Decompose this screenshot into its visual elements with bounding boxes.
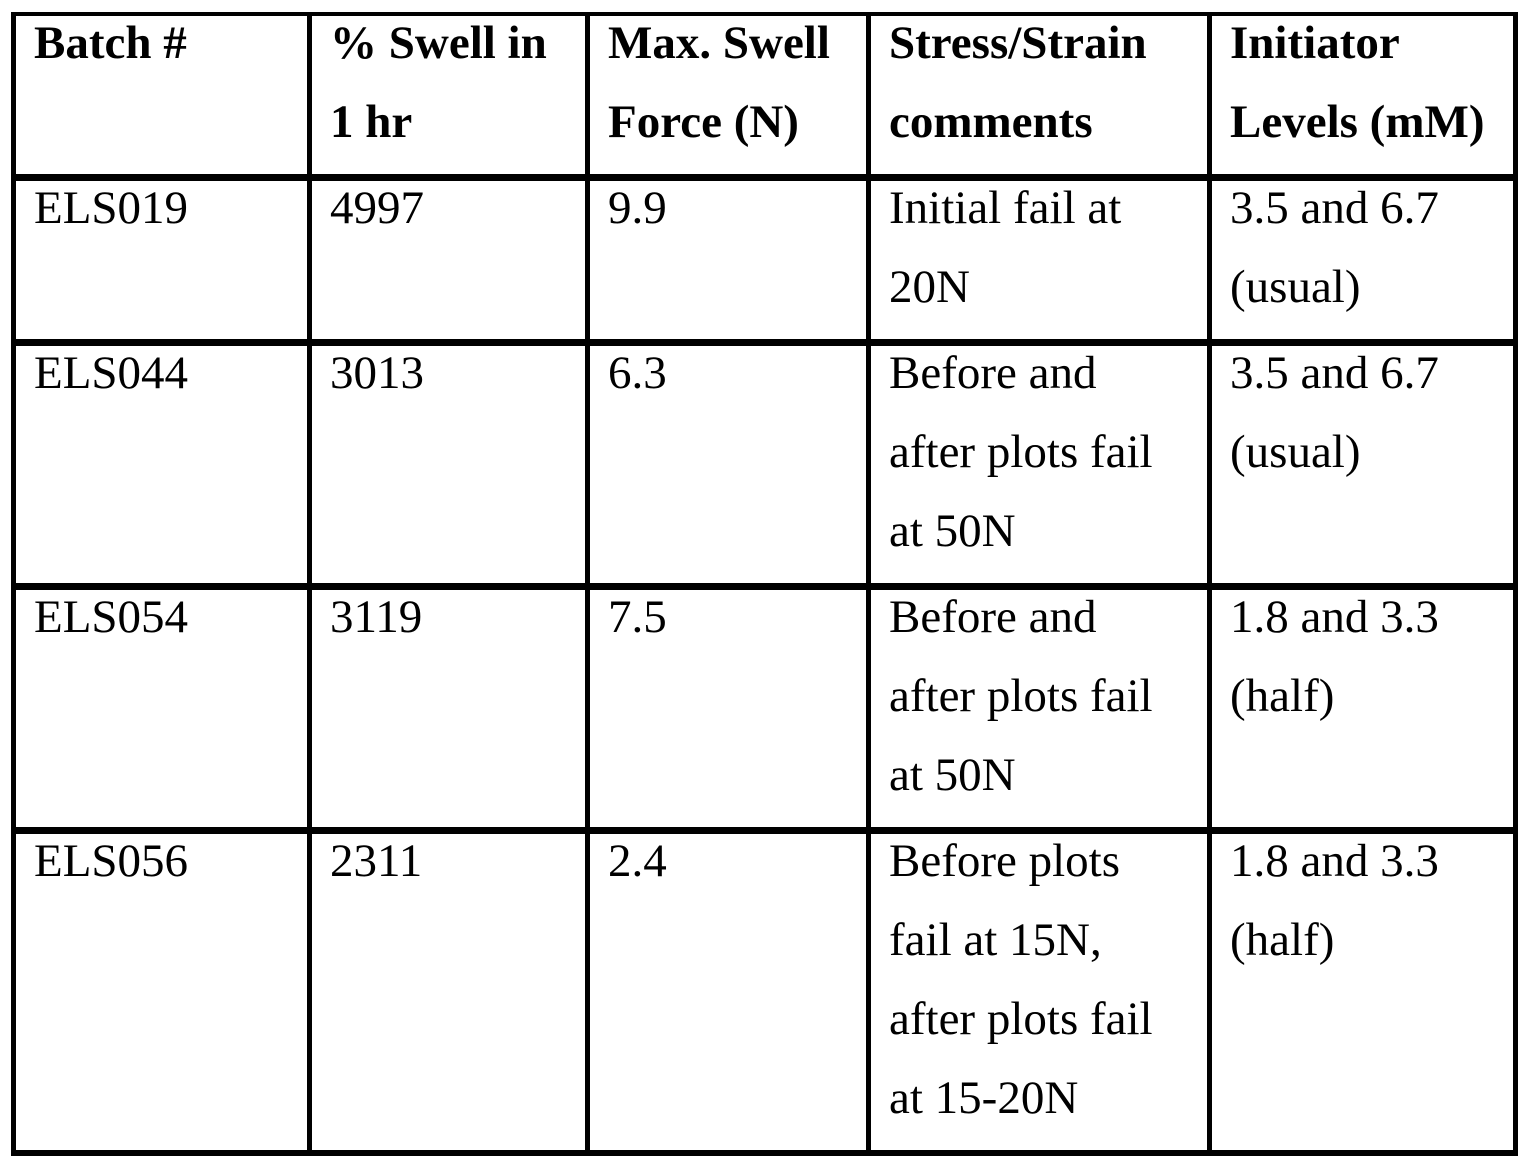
cell-batch: ELS054: [11, 586, 312, 834]
cell-text-comments: Before and after plots fail at 50N: [889, 347, 1153, 557]
cell-text-batch: ELS054: [34, 591, 189, 643]
cell-text-force: 6.3: [608, 347, 667, 399]
cell-batch: ELS044: [11, 342, 312, 590]
cell-comments: Before plots fail at 15N, after plots fa…: [866, 830, 1212, 1156]
cell-swell: 4997: [307, 177, 590, 346]
cell-text-batch: ELS044: [34, 347, 189, 399]
cell-initiator: 1.8 and 3.3 (half): [1207, 586, 1518, 834]
cell-comments: Initial fail at 20N: [866, 177, 1212, 346]
cell-force: 2.4: [585, 830, 871, 1156]
cell-text-initiator: 1.8 and 3.3 (half): [1230, 591, 1439, 722]
cell-text-force: 2.4: [608, 835, 667, 887]
cell-text-batch: ELS019: [34, 182, 189, 234]
cell-text-comments: Before and after plots fail at 50N: [889, 591, 1153, 801]
header-cell-force: Max. Swell Force (N): [585, 12, 871, 181]
cell-swell: 2311: [307, 830, 590, 1156]
header-row: Batch # % Swell in 1 hr Max. Swell Force…: [11, 12, 1518, 181]
cell-initiator: 3.5 and 6.7 (usual): [1207, 342, 1518, 590]
header-cell-swell: % Swell in 1 hr: [307, 12, 590, 181]
header-text-initiator: Initiator Levels (mM): [1230, 17, 1485, 148]
header-cell-batch: Batch #: [11, 12, 312, 181]
header-text-comments: Stress/Strain comments: [889, 17, 1147, 148]
cell-force: 7.5: [585, 586, 871, 834]
cell-comments: Before and after plots fail at 50N: [866, 586, 1212, 834]
cell-text-swell: 3119: [330, 591, 423, 643]
cell-initiator: 1.8 and 3.3 (half): [1207, 830, 1518, 1156]
header-cell-initiator: Initiator Levels (mM): [1207, 12, 1518, 181]
header-text-batch: Batch #: [34, 17, 187, 69]
cell-text-swell: 3013: [330, 347, 424, 399]
cell-initiator: 3.5 and 6.7 (usual): [1207, 177, 1518, 346]
header-text-swell: % Swell in 1 hr: [330, 17, 547, 148]
table-row: ELS019 4997 9.9 Initial fail at 20N 3.5 …: [11, 177, 1518, 346]
cell-text-swell: 2311: [330, 835, 423, 887]
cell-text-batch: ELS056: [34, 835, 189, 887]
cell-force: 9.9: [585, 177, 871, 346]
cell-swell: 3013: [307, 342, 590, 590]
batch-swell-table: Batch # % Swell in 1 hr Max. Swell Force…: [11, 12, 1518, 1156]
table-row: ELS054 3119 7.5 Before and after plots f…: [11, 586, 1518, 834]
cell-text-comments: Initial fail at 20N: [889, 182, 1122, 313]
table-row: ELS056 2311 2.4 Before plots fail at 15N…: [11, 830, 1518, 1156]
cell-text-swell: 4997: [330, 182, 424, 234]
cell-text-initiator: 3.5 and 6.7 (usual): [1230, 182, 1439, 313]
cell-text-force: 9.9: [608, 182, 667, 234]
cell-text-initiator: 1.8 and 3.3 (half): [1230, 835, 1439, 966]
cell-force: 6.3: [585, 342, 871, 590]
cell-swell: 3119: [307, 586, 590, 834]
table-row: ELS044 3013 6.3 Before and after plots f…: [11, 342, 1518, 590]
cell-batch: ELS056: [11, 830, 312, 1156]
cell-text-comments: Before plots fail at 15N, after plots fa…: [889, 835, 1153, 1124]
cell-comments: Before and after plots fail at 50N: [866, 342, 1212, 590]
cell-batch: ELS019: [11, 177, 312, 346]
cell-text-initiator: 3.5 and 6.7 (usual): [1230, 347, 1439, 478]
cell-text-force: 7.5: [608, 591, 667, 643]
header-cell-comments: Stress/Strain comments: [866, 12, 1212, 181]
header-text-force: Max. Swell Force (N): [608, 17, 830, 148]
